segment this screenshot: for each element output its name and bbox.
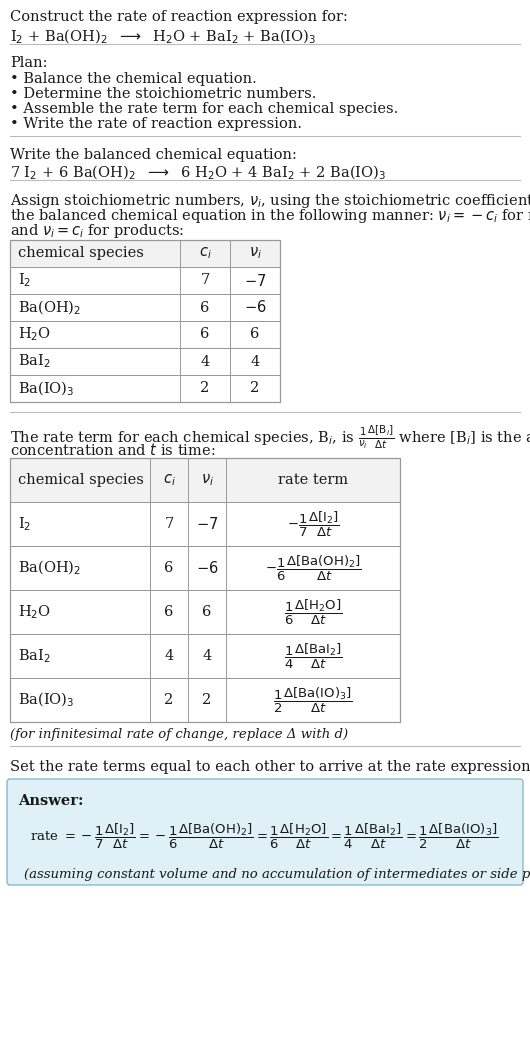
Text: $\dfrac{1}{2}\dfrac{\Delta[\mathrm{Ba(IO)_3}]}{\Delta t}$: $\dfrac{1}{2}\dfrac{\Delta[\mathrm{Ba(IO…	[273, 685, 353, 714]
Text: (assuming constant volume and no accumulation of intermediates or side products): (assuming constant volume and no accumul…	[24, 868, 530, 881]
Text: 6: 6	[250, 327, 260, 341]
Text: the balanced chemical equation in the following manner: $\nu_i = -c_i$ for react: the balanced chemical equation in the fo…	[10, 207, 530, 225]
Bar	[10, 678, 400, 722]
Bar	[10, 240, 280, 402]
Text: Ba(OH)$_2$: Ba(OH)$_2$	[18, 298, 81, 317]
Text: 4: 4	[164, 649, 174, 663]
Text: rate $= -\dfrac{1}{7}\dfrac{\Delta[\mathrm{I_2}]}{\Delta t} = -\dfrac{1}{6}\dfra: rate $= -\dfrac{1}{7}\dfrac{\Delta[\math…	[30, 822, 499, 851]
Text: Answer:: Answer:	[18, 794, 84, 808]
Text: I$_2$ + Ba(OH)$_2$  $\longrightarrow$  H$_2$O + BaI$_2$ + Ba(IO)$_3$: I$_2$ + Ba(OH)$_2$ $\longrightarrow$ H$_…	[10, 28, 316, 46]
Text: $\nu_i$: $\nu_i$	[200, 472, 214, 487]
Text: 6: 6	[164, 605, 174, 619]
Text: Write the balanced chemical equation:: Write the balanced chemical equation:	[10, 147, 297, 162]
Text: 7: 7	[200, 273, 210, 288]
Text: 7: 7	[164, 517, 174, 531]
Text: 2: 2	[250, 382, 260, 395]
Text: • Assemble the rate term for each chemical species.: • Assemble the rate term for each chemic…	[10, 103, 398, 116]
Text: BaI$_2$: BaI$_2$	[18, 647, 51, 665]
Text: 2: 2	[164, 693, 174, 707]
Text: The rate term for each chemical species, B$_i$, is $\frac{1}{\nu_i}\frac{\Delta[: The rate term for each chemical species,…	[10, 424, 530, 452]
Text: 2: 2	[202, 693, 211, 707]
Text: $\dfrac{1}{6}\dfrac{\Delta[\mathrm{H_2O}]}{\Delta t}$: $\dfrac{1}{6}\dfrac{\Delta[\mathrm{H_2O}…	[284, 597, 342, 627]
Text: $-\dfrac{1}{7}\dfrac{\Delta[\mathrm{I_2}]}{\Delta t}$: $-\dfrac{1}{7}\dfrac{\Delta[\mathrm{I_2}…	[287, 509, 339, 539]
Text: BaI$_2$: BaI$_2$	[18, 353, 51, 370]
Text: H$_2$O: H$_2$O	[18, 325, 51, 343]
Text: $\dfrac{1}{4}\dfrac{\Delta[\mathrm{BaI_2}]}{\Delta t}$: $\dfrac{1}{4}\dfrac{\Delta[\mathrm{BaI_2…	[284, 641, 342, 670]
Bar	[10, 546, 400, 590]
Text: 2: 2	[200, 382, 210, 395]
Text: 6: 6	[164, 561, 174, 575]
Text: (for infinitesimal rate of change, replace Δ with d): (for infinitesimal rate of change, repla…	[10, 728, 348, 741]
Bar	[10, 376, 280, 402]
Text: chemical species: chemical species	[18, 247, 144, 260]
Text: $-\dfrac{1}{6}\dfrac{\Delta[\mathrm{Ba(OH)_2}]}{\Delta t}$: $-\dfrac{1}{6}\dfrac{\Delta[\mathrm{Ba(O…	[264, 553, 361, 583]
Text: $-6$: $-6$	[196, 560, 218, 576]
Text: Ba(IO)$_3$: Ba(IO)$_3$	[18, 690, 74, 709]
Text: Construct the rate of reaction expression for:: Construct the rate of reaction expressio…	[10, 10, 348, 24]
Bar	[10, 348, 280, 376]
Text: H$_2$O: H$_2$O	[18, 604, 51, 621]
Text: $\nu_i$: $\nu_i$	[249, 246, 261, 262]
Text: 6: 6	[200, 300, 210, 315]
Bar	[10, 240, 280, 267]
Text: • Balance the chemical equation.: • Balance the chemical equation.	[10, 72, 257, 86]
Text: $c_i$: $c_i$	[163, 472, 175, 487]
Text: 4: 4	[202, 649, 211, 663]
Text: Assign stoichiometric numbers, $\nu_i$, using the stoichiometric coefficients, $: Assign stoichiometric numbers, $\nu_i$, …	[10, 192, 530, 210]
Bar	[10, 634, 400, 678]
Text: $-6$: $-6$	[244, 299, 266, 316]
Text: rate term: rate term	[278, 473, 348, 487]
Text: 7 I$_2$ + 6 Ba(OH)$_2$  $\longrightarrow$  6 H$_2$O + 4 BaI$_2$ + 2 Ba(IO)$_3$: 7 I$_2$ + 6 Ba(OH)$_2$ $\longrightarrow$…	[10, 164, 386, 182]
Text: 4: 4	[250, 355, 260, 368]
Bar	[10, 321, 280, 348]
Text: chemical species: chemical species	[18, 473, 144, 487]
Text: 4: 4	[200, 355, 210, 368]
Text: $c_i$: $c_i$	[199, 246, 211, 262]
Bar	[10, 458, 400, 722]
Text: $-7$: $-7$	[196, 516, 218, 532]
Text: Set the rate terms equal to each other to arrive at the rate expression:: Set the rate terms equal to each other t…	[10, 760, 530, 774]
Text: Ba(OH)$_2$: Ba(OH)$_2$	[18, 559, 81, 577]
Bar	[10, 502, 400, 546]
Bar	[10, 267, 280, 294]
Text: • Determine the stoichiometric numbers.: • Determine the stoichiometric numbers.	[10, 87, 316, 101]
Text: I$_2$: I$_2$	[18, 272, 31, 290]
FancyBboxPatch shape	[7, 779, 523, 885]
Text: 6: 6	[200, 327, 210, 341]
Text: Ba(IO)$_3$: Ba(IO)$_3$	[18, 380, 74, 397]
Text: 6: 6	[202, 605, 211, 619]
Bar	[10, 590, 400, 634]
Text: Plan:: Plan:	[10, 56, 48, 70]
Text: concentration and $t$ is time:: concentration and $t$ is time:	[10, 442, 216, 458]
Bar	[10, 458, 400, 502]
Text: and $\nu_i = c_i$ for products:: and $\nu_i = c_i$ for products:	[10, 222, 184, 240]
Bar	[10, 294, 280, 321]
Text: $-7$: $-7$	[244, 273, 266, 289]
Text: I$_2$: I$_2$	[18, 515, 31, 532]
Text: • Write the rate of reaction expression.: • Write the rate of reaction expression.	[10, 117, 302, 131]
